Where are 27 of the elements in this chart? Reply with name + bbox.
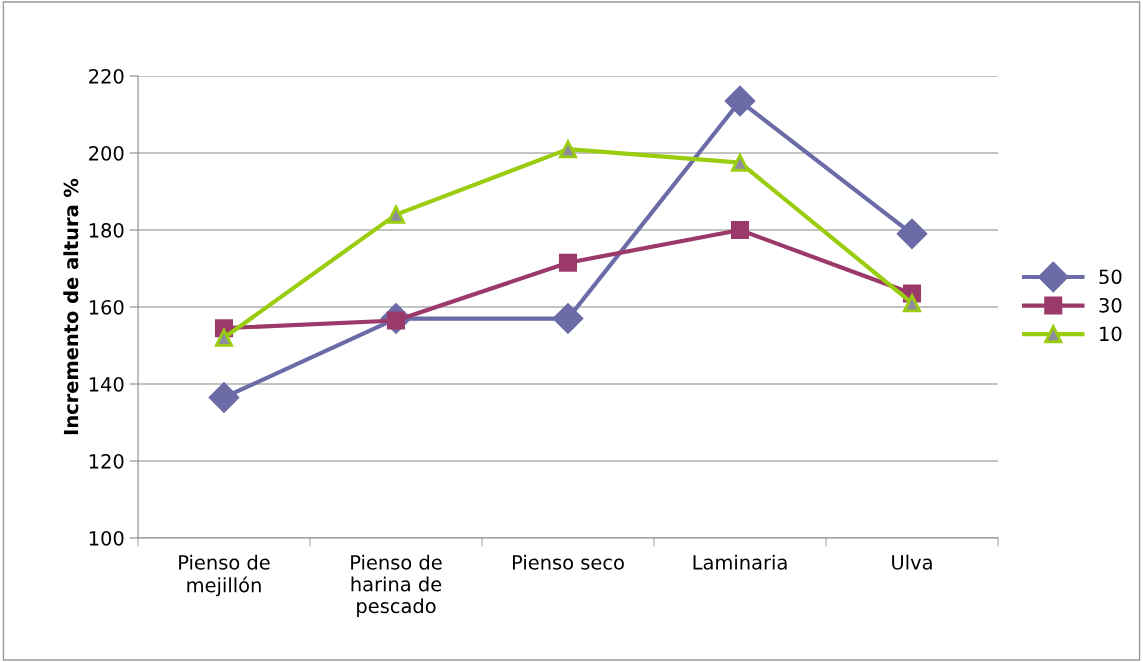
y-tick-label: 200 — [89, 145, 124, 161]
point — [724, 85, 756, 117]
point — [386, 205, 406, 224]
y-tick-label: 180 — [89, 222, 124, 238]
x-tick-label: Pienso de harina de pescado — [351, 554, 442, 618]
point — [558, 140, 578, 159]
y-axis-title: Incremento de altura % — [63, 178, 79, 435]
y-tick-label: 160 — [89, 299, 124, 315]
x-tick-label: Pienso seco — [512, 554, 624, 570]
legend-label: 30 — [1099, 297, 1122, 313]
point — [896, 218, 928, 249]
point — [730, 220, 750, 240]
point — [552, 303, 584, 334]
y-tick-label: 220 — [89, 68, 124, 84]
legend-label: 50 — [1099, 269, 1122, 285]
point — [558, 253, 578, 272]
y-tick-label: 100 — [89, 530, 124, 546]
point — [214, 328, 234, 347]
x-tick-label: Laminaria — [693, 554, 787, 570]
x-tick-label: Pienso de mejillón — [179, 554, 270, 597]
x-tick-label: Ulva — [892, 554, 932, 570]
point — [730, 153, 750, 172]
y-tick-label: 140 — [89, 376, 124, 392]
y-tick-label: 120 — [89, 453, 124, 469]
point — [208, 382, 240, 413]
point — [902, 294, 922, 313]
legend-label: 10 — [1100, 326, 1122, 342]
